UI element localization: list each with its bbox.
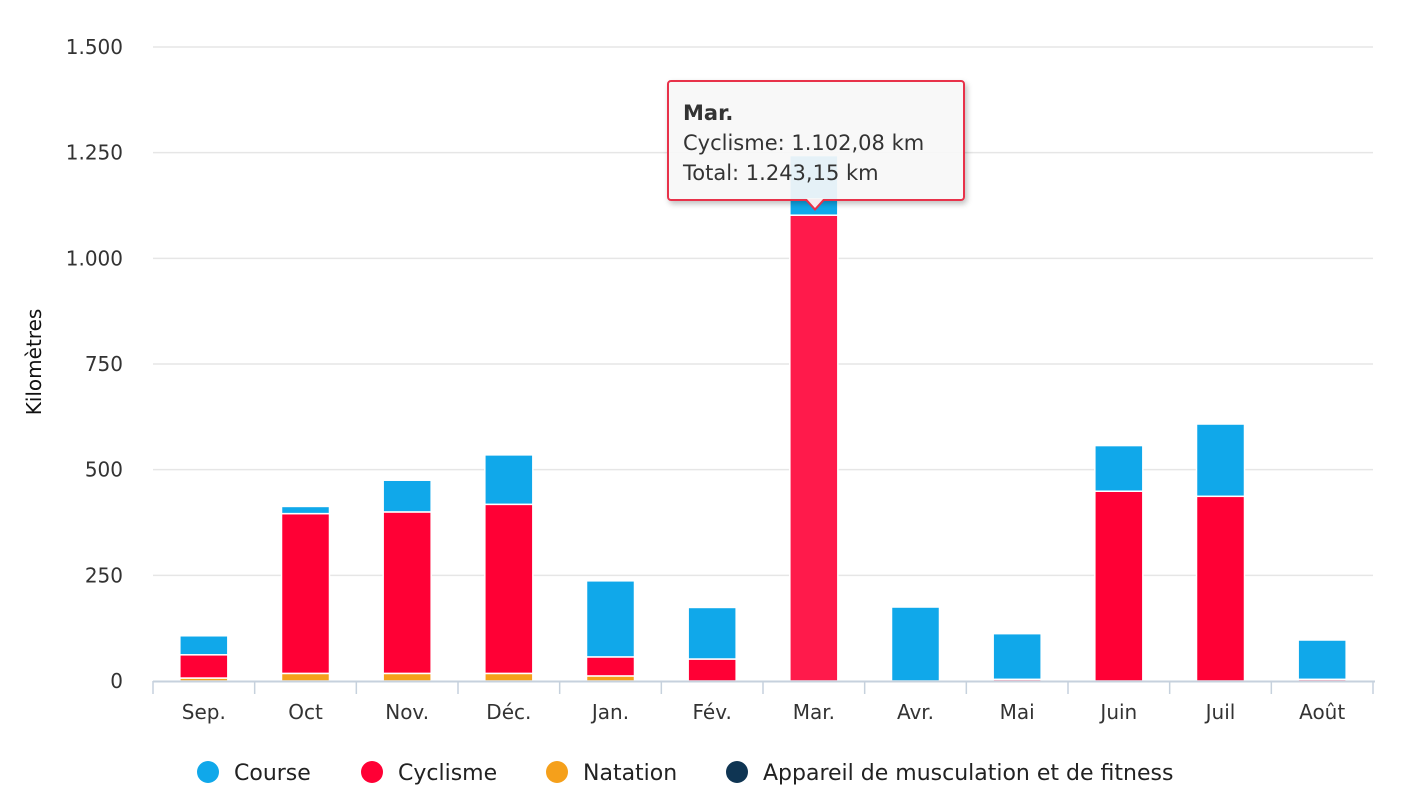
- x-tick-label: Juil: [1204, 700, 1236, 724]
- legend-marker: [546, 761, 568, 783]
- axis-layer: 0 250 500 750 1.000 1.250 1.500 Sep. Oct Nov. Déc.…: [66, 35, 1375, 724]
- bar-cyclisme-2[interactable]: [280, 512, 331, 675]
- legend-item-3[interactable]: Natation: [546, 761, 677, 786]
- x-tick-label: Avr.: [897, 700, 934, 724]
- bar-natation-5[interactable]: [585, 675, 636, 682]
- legend-label: Course: [234, 761, 311, 786]
- y-tick-label: 250: [85, 563, 123, 587]
- legend-item-2[interactable]: Cyclisme: [361, 761, 497, 786]
- x-tick-label: Août: [1299, 700, 1345, 724]
- bar-course-6[interactable]: [687, 606, 737, 660]
- bars-layer: [179, 154, 1347, 682]
- legend-item-4[interactable]: Appareil de musculation et de fitness: [726, 761, 1173, 786]
- tooltip-line-total: Total: 1.243,15 km: [683, 161, 879, 185]
- legend: Course Cyclisme Natation Appareil de muscul…: [197, 761, 1173, 786]
- bar-cyclisme-11[interactable]: [1195, 495, 1246, 682]
- bar-cyclisme-3[interactable]: [382, 511, 432, 675]
- bar-course-8[interactable]: [890, 606, 941, 682]
- y-axis-title: Kilomètres: [22, 309, 46, 416]
- bar-cyclisme-6[interactable]: [687, 658, 737, 682]
- legend-label: Natation: [583, 761, 677, 786]
- tooltip: Mar. Cyclisme: 1.102,08 km Total: 1.243,…: [667, 80, 965, 201]
- bar-cyclisme-5[interactable]: [585, 656, 636, 677]
- y-tick-label: 1.250: [66, 141, 123, 165]
- bar-course-12[interactable]: [1297, 639, 1347, 681]
- tooltip-line-cyclisme: Cyclisme: 1.102,08 km: [683, 131, 925, 155]
- x-tick-label: Fév.: [692, 700, 731, 724]
- bar-cyclisme-7[interactable]: [789, 214, 839, 682]
- tooltip-arrow-inner: [806, 198, 824, 208]
- bar-cyclisme-10[interactable]: [1094, 490, 1144, 682]
- x-tick-label: Mar.: [793, 700, 835, 724]
- legend-label: Appareil de musculation et de fitness: [763, 761, 1173, 786]
- x-tick-label: Jan.: [590, 700, 629, 724]
- y-tick-label: 1.500: [66, 35, 123, 59]
- bar-course-1[interactable]: [179, 635, 229, 656]
- bar-course-4[interactable]: [484, 454, 534, 506]
- bar-cyclisme-1[interactable]: [179, 654, 229, 679]
- y-tick-label: 0: [110, 669, 123, 693]
- bar-natation-4[interactable]: [484, 672, 534, 682]
- x-tick-label: Juin: [1098, 700, 1137, 724]
- bar-course-9[interactable]: [992, 632, 1042, 681]
- tooltip-title: Mar.: [683, 101, 734, 125]
- y-tick-label: 500: [85, 458, 123, 482]
- bar-course-11[interactable]: [1195, 423, 1246, 498]
- x-tick-label: Déc.: [486, 700, 531, 724]
- x-tick-label: Oct: [288, 700, 323, 724]
- y-tick-label: 750: [85, 352, 123, 376]
- bar-natation-2[interactable]: [280, 672, 331, 682]
- legend-label: Cyclisme: [398, 761, 497, 786]
- legend-marker: [361, 761, 383, 783]
- bar-course-3[interactable]: [382, 479, 432, 513]
- bar-course-2[interactable]: [280, 505, 331, 515]
- bar-course-10[interactable]: [1094, 444, 1144, 492]
- bar-natation-3[interactable]: [382, 672, 432, 682]
- x-tick-label: Sep.: [182, 700, 226, 724]
- bar-cyclisme-4[interactable]: [484, 503, 534, 675]
- x-tick-label: Nov.: [385, 700, 429, 724]
- legend-marker: [197, 761, 219, 783]
- legend-marker: [726, 761, 748, 783]
- legend-item-1[interactable]: Course: [197, 761, 311, 786]
- y-tick-label: 1.000: [66, 246, 123, 270]
- bar-course-5[interactable]: [585, 580, 636, 658]
- x-tick-label: Mai: [1000, 700, 1035, 724]
